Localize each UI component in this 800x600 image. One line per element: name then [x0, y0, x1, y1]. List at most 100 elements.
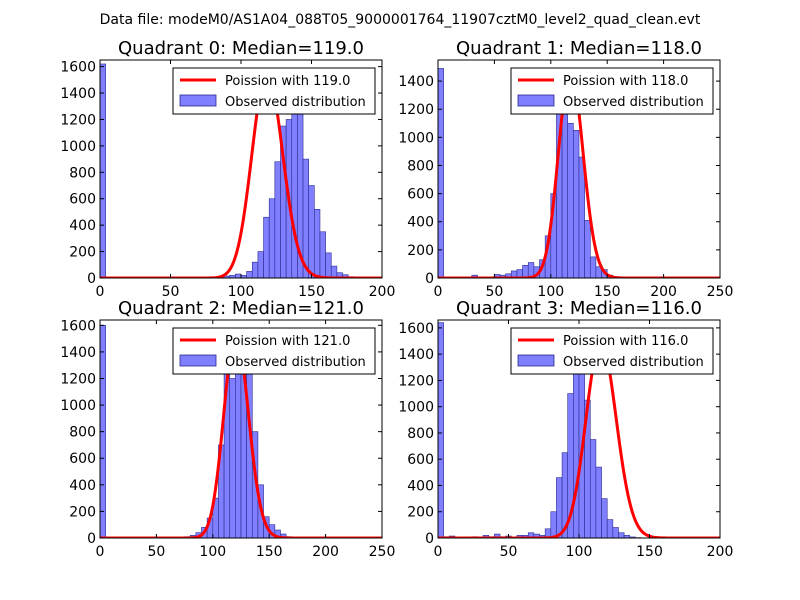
- y-tick-label: 0: [87, 271, 96, 287]
- legend-bar-swatch: [517, 354, 555, 367]
- y-tick-label: 1000: [60, 398, 96, 414]
- x-tick-label: 0: [96, 544, 105, 560]
- histogram-bar: [257, 251, 264, 278]
- y-tick-label: 800: [69, 425, 96, 441]
- histogram-bar: [314, 208, 321, 278]
- y-tick-label: 0: [425, 531, 434, 547]
- y-tick-label: 0: [87, 531, 96, 547]
- legend-line-label: Poission with 121.0: [225, 334, 350, 349]
- subplot-title: Quadrant 3: Median=116.0: [456, 298, 702, 319]
- x-tick-label: 100: [199, 544, 226, 560]
- x-tick-label: 0: [434, 544, 443, 560]
- subplot-title: Quadrant 2: Median=121.0: [118, 298, 364, 319]
- y-tick-label: 1000: [60, 139, 96, 155]
- histogram-bar: [302, 158, 309, 278]
- y-tick-label: 200: [69, 504, 96, 520]
- legend: Poission with 118.0 Observed distribution: [510, 67, 714, 115]
- x-tick-label: 100: [566, 544, 593, 560]
- y-tick-label: 600: [69, 192, 96, 208]
- y-tick-label: 1000: [398, 130, 434, 146]
- histogram-bar: [229, 378, 236, 538]
- legend-bar-swatch: [179, 354, 217, 367]
- histogram-bar: [251, 261, 259, 278]
- y-tick-label: 400: [69, 218, 96, 234]
- histogram-bar: [494, 533, 501, 538]
- x-tick-label: 150: [594, 284, 621, 300]
- histogram-bar: [601, 498, 608, 538]
- y-tick-label: 1400: [398, 347, 434, 363]
- y-tick-label: 1400: [60, 86, 96, 102]
- x-tick-label: 250: [707, 284, 734, 300]
- legend-bar-swatch: [517, 94, 555, 107]
- y-tick-label: 1400: [398, 74, 434, 90]
- legend-bar-label: Observed distribution: [225, 355, 366, 370]
- x-tick-label: 150: [636, 544, 663, 560]
- y-tick-label: 800: [407, 158, 434, 174]
- legend: Poission with 121.0 Observed distribution: [172, 327, 376, 375]
- subplot-quadrant-2: 0 50 100 150 200 250 0 200 400 600 800 1000 1200 1400…: [60, 298, 395, 560]
- x-tick-label: 100: [228, 284, 255, 300]
- legend-line-label: Poission with 118.0: [563, 74, 688, 89]
- y-tick-label: 1000: [398, 400, 434, 416]
- y-tick-label: 600: [407, 452, 434, 468]
- histogram-bar: [567, 122, 574, 278]
- y-tick-label: 1600: [60, 318, 96, 334]
- y-tick-label: 400: [69, 478, 96, 494]
- x-tick-label: 200: [312, 544, 339, 560]
- y-tick-label: 1200: [60, 112, 96, 128]
- histogram-bar: [522, 265, 529, 278]
- x-tick-label: 50: [147, 544, 165, 560]
- legend-line-label: Poission with 116.0: [563, 334, 688, 349]
- legend-bar-swatch: [179, 94, 217, 107]
- histogram-bar: [578, 156, 585, 278]
- subplot-quadrant-3: 0 50 100 150 200 0 200 400 600 800 1000 1200 1400 160…: [398, 298, 733, 560]
- histogram-bar: [556, 477, 563, 538]
- y-tick-label: 600: [407, 187, 434, 203]
- legend-line-label: Poission with 119.0: [225, 74, 350, 89]
- x-tick-label: 0: [96, 284, 105, 300]
- histogram-bar: [263, 216, 270, 278]
- y-tick-label: 600: [69, 451, 96, 467]
- legend-bar-label: Observed distribution: [225, 95, 366, 110]
- axes-frame: [437, 59, 721, 279]
- histogram-bar: [595, 466, 602, 538]
- histogram-bar: [308, 185, 315, 278]
- histogram-bar: [584, 220, 591, 278]
- x-tick-label: 250: [369, 544, 396, 560]
- histogram-bar: [618, 532, 625, 538]
- y-tick-label: 200: [407, 505, 434, 521]
- y-tick-label: 1400: [60, 345, 96, 361]
- histogram-bar: [268, 198, 276, 278]
- y-tick-label: 400: [407, 478, 434, 494]
- y-tick-label: 1200: [398, 102, 434, 118]
- x-tick-label: 50: [500, 544, 518, 560]
- x-tick-label: 150: [256, 544, 283, 560]
- y-tick-label: 800: [69, 165, 96, 181]
- x-tick-label: 50: [162, 284, 180, 300]
- histogram-bar: [438, 68, 444, 278]
- figure-suptitle: Data file: modeM0/AS1A04_088T05_90000017…: [100, 12, 701, 28]
- subplot-quadrant-0: 0 50 100 150 200 0 200 400 600 800 1000 1200 1400 160…: [60, 38, 395, 300]
- y-tick-label: 1600: [60, 60, 96, 76]
- histogram-bar: [606, 519, 614, 538]
- x-tick-label: 200: [650, 284, 677, 300]
- histogram-bar: [235, 364, 242, 538]
- axes-frame: [99, 319, 383, 539]
- y-tick-label: 1600: [398, 321, 434, 337]
- y-tick-label: 200: [69, 245, 96, 261]
- histogram-bar: [325, 252, 332, 278]
- legend-bar-label: Observed distribution: [563, 95, 704, 110]
- histogram-bar: [438, 322, 444, 538]
- y-tick-label: 200: [407, 243, 434, 259]
- histogram-bar: [235, 273, 242, 278]
- y-tick-label: 800: [407, 426, 434, 442]
- histogram-bar: [612, 527, 619, 538]
- legend: Poission with 119.0 Observed distribution: [172, 67, 376, 115]
- x-tick-label: 200: [707, 544, 734, 560]
- x-tick-label: 0: [434, 284, 443, 300]
- x-tick-label: 200: [369, 284, 396, 300]
- legend-bar-label: Observed distribution: [563, 355, 704, 370]
- y-tick-label: 0: [425, 271, 434, 287]
- histogram-bar: [330, 265, 338, 278]
